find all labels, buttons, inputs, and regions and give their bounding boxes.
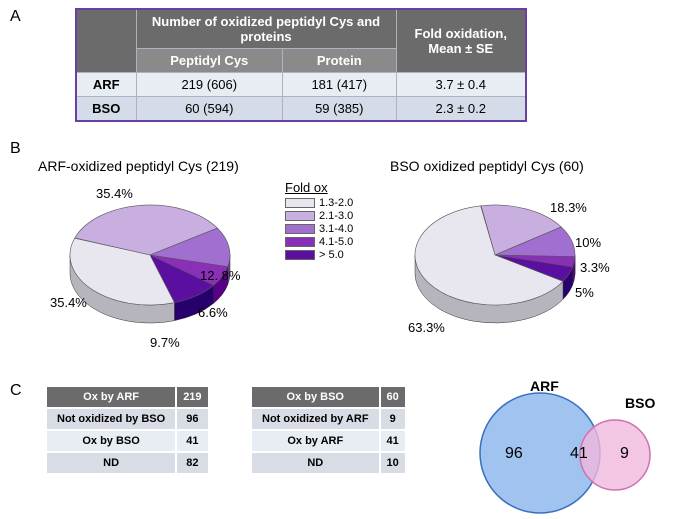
tableA-row1-c2: 59 (385) [283,97,396,122]
tableC-right-r2n: 41 [380,430,406,452]
venn-bso-label: BSO [625,395,655,411]
tableC-left-r3: ND [46,452,176,474]
tableC-left-r3n: 82 [176,452,208,474]
tableC-right-r3: ND [251,452,380,474]
panel-c-label: C [10,382,22,400]
legend-text: 1.3-2.0 [319,197,353,209]
tableC-right-r1: Not oxidized by ARF [251,408,380,430]
venn-mid-num: 41 [570,445,588,463]
panel-a-label: A [10,8,21,26]
legend-title: Fold ox [285,180,353,195]
tableA-row1-label: BSO [76,97,136,122]
legend-text: 3.1-4.0 [319,223,353,235]
legend-text: > 5.0 [319,249,344,261]
panel-b-title-right: BSO oxidized peptidyl Cys (60) [390,158,584,174]
pie-left-label-1: 12. 8% [200,268,240,283]
tableA-row0-c1: 219 (606) [136,73,283,97]
tableC-right-r1n: 9 [380,408,406,430]
legend-swatch [285,211,315,221]
venn-left-num: 96 [505,445,523,463]
legend-row: 4.1-5.0 [285,236,353,248]
tableA-row0-c2: 181 (417) [283,73,396,97]
legend-text: 4.1-5.0 [319,236,353,248]
legend-swatch [285,198,315,208]
pie-right-label-1: 10% [575,235,601,250]
legend-text: 2.1-3.0 [319,210,353,222]
legend-row: 2.1-3.0 [285,210,353,222]
tableC-left-head: Ox by ARF [46,386,176,408]
venn-arf-label: ARF [530,378,559,394]
tableA-sub2: Protein [283,49,396,73]
tableA-corner [76,9,136,73]
pie-right-label-4: 63.3% [408,320,445,335]
tableC-right-r3n: 10 [380,452,406,474]
fold-ox-legend: Fold ox 1.3-2.02.1-3.03.1-4.04.1-5.0> 5.… [285,180,353,262]
pie-left-label-2: 6.6% [198,305,228,320]
tableC-left-headn: 219 [176,386,208,408]
tableC-right-r2: Ox by ARF [251,430,380,452]
tableA-sub1: Peptidyl Cys [136,49,283,73]
legend-swatch [285,237,315,247]
tableA-row0-label: ARF [76,73,136,97]
tableA-row0-c3: 3.7 ± 0.4 [396,73,526,97]
tableC-left-r1: Not oxidized by BSO [46,408,176,430]
panel-b-title-left: ARF-oxidized peptidyl Cys (219) [38,158,239,174]
pie-right-label-0: 18.3% [550,200,587,215]
panel-c-table-right: Ox by BSO60 Not oxidized by ARF9 Ox by A… [250,385,407,475]
pie-right-label-3: 5% [575,285,594,300]
tableA-row1-c3: 2.3 ± 0.2 [396,97,526,122]
venn-right-num: 9 [620,445,629,463]
panel-b-label: B [10,140,21,158]
legend-swatch [285,250,315,260]
tableA-header1: Number of oxidized peptidyl Cys and prot… [136,9,396,49]
legend-row: 3.1-4.0 [285,223,353,235]
tableC-left-r2n: 41 [176,430,208,452]
pie-right-label-2: 3.3% [580,260,610,275]
tableA-header2: Fold oxidation, Mean ± SE [396,9,526,73]
tableC-right-head: Ox by BSO [251,386,380,408]
tableC-right-headn: 60 [380,386,406,408]
panel-c-table-left: Ox by ARF219 Not oxidized by BSO96 Ox by… [45,385,210,475]
tableA-row1-c1: 60 (594) [136,97,283,122]
tableC-left-r1n: 96 [176,408,208,430]
pie-left-label-4: 35.4% [50,295,87,310]
legend-row: 1.3-2.0 [285,197,353,209]
panel-a-table: Number of oxidized peptidyl Cys and prot… [75,8,527,122]
pie-left-label-0: 35.4% [96,186,133,201]
legend-swatch [285,224,315,234]
legend-row: > 5.0 [285,249,353,261]
tableC-left-r2: Ox by BSO [46,430,176,452]
pie-left-label-3: 9.7% [150,335,180,350]
